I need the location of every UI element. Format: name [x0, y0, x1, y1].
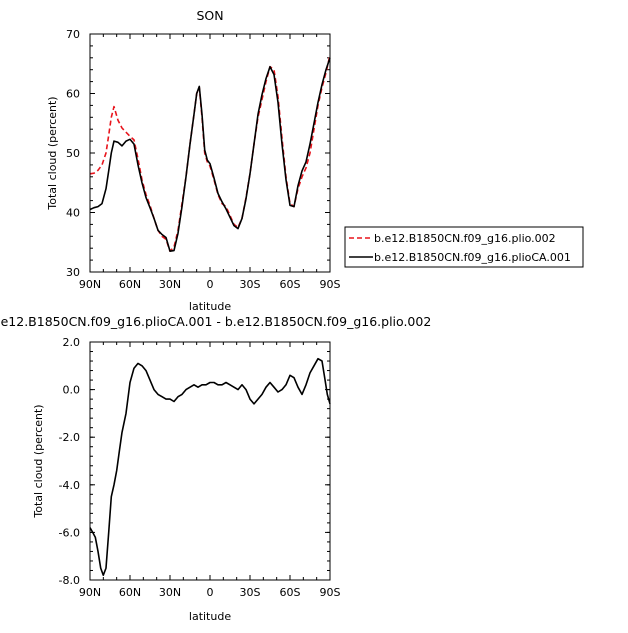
top-xtick-label: 30N: [159, 278, 181, 291]
bottom-ytick-label: 2.0: [63, 336, 81, 349]
legend-box: [344, 226, 584, 268]
top-ylabel: Total cloud (percent): [46, 96, 59, 210]
legend: b.e12.B1850CN.f09_g16.plio.002 b.e12.B18…: [344, 226, 584, 268]
bottom-xtick-label: 30S: [240, 586, 261, 599]
bottom-ytick-label: 0.0: [63, 384, 81, 397]
top-xtick-label: 30S: [240, 278, 261, 291]
bottom-xtick-label: 0: [207, 586, 214, 599]
bottom-xlabel: latitude: [189, 610, 231, 623]
top-series-line-1: [89, 57, 331, 252]
bottom-plot-area: 90N 60N 30N 0 30S 60S 90S -8.0 -6.0 -4.0 -2.0 0.0 2.…: [59, 336, 341, 599]
top-plot-area: 90N 60N 30N 0 30S 60S 90S 30 40 50 60 70: [66, 28, 341, 291]
bottom-frame: [89, 341, 331, 581]
bottom-xtick-label: 90N: [79, 586, 101, 599]
bottom-xtick-label: 30N: [159, 586, 181, 599]
top-xtick-label: 0: [207, 278, 214, 291]
bottom-ylabel: Total cloud (percent): [32, 404, 45, 518]
top-xtick-label: 90S: [320, 278, 341, 291]
bottom-ytick-label: -8.0: [59, 574, 80, 587]
bottom-ytick-label: -2.0: [59, 431, 80, 444]
top-title: SON: [196, 8, 223, 23]
bottom-title: b.e12.B1850CN.f09_g16.plioCA.001 - b.e12…: [0, 314, 431, 329]
top-xtick-label: 90N: [79, 278, 101, 291]
top-frame: [89, 33, 331, 273]
top-xtick-label: 60N: [119, 278, 141, 291]
top-series-line-0: [89, 54, 331, 252]
bottom-xtick-label: 90S: [320, 586, 341, 599]
bottom-xtick-label: 60S: [280, 586, 301, 599]
top-ytick-label: 70: [66, 28, 80, 41]
bottom-ytick-label: -6.0: [59, 526, 80, 539]
top-xlabel: latitude: [189, 300, 231, 313]
bottom-panel: b.e12.B1850CN.f09_g16.plioCA.001 - b.e12…: [0, 314, 431, 623]
bottom-xtick-label: 60N: [119, 586, 141, 599]
legend-label-plioca: b.e12.B1850CN.f09_g16.plioCA.001: [374, 251, 571, 264]
top-ytick-label: 30: [66, 266, 80, 279]
top-ytick-label: 60: [66, 88, 80, 101]
top-panel: SON 90N 60N 30N 0 30S 60S 90S 30 40 50 60 70 latitu…: [46, 8, 341, 313]
bottom-ytick-label: -4.0: [59, 479, 80, 492]
legend-label-plio: b.e12.B1850CN.f09_g16.plio.002: [374, 232, 556, 245]
top-ytick-label: 40: [66, 207, 80, 220]
bottom-series-line-0: [89, 357, 331, 577]
top-ytick-label: 50: [66, 147, 80, 160]
top-xtick-label: 60S: [280, 278, 301, 291]
